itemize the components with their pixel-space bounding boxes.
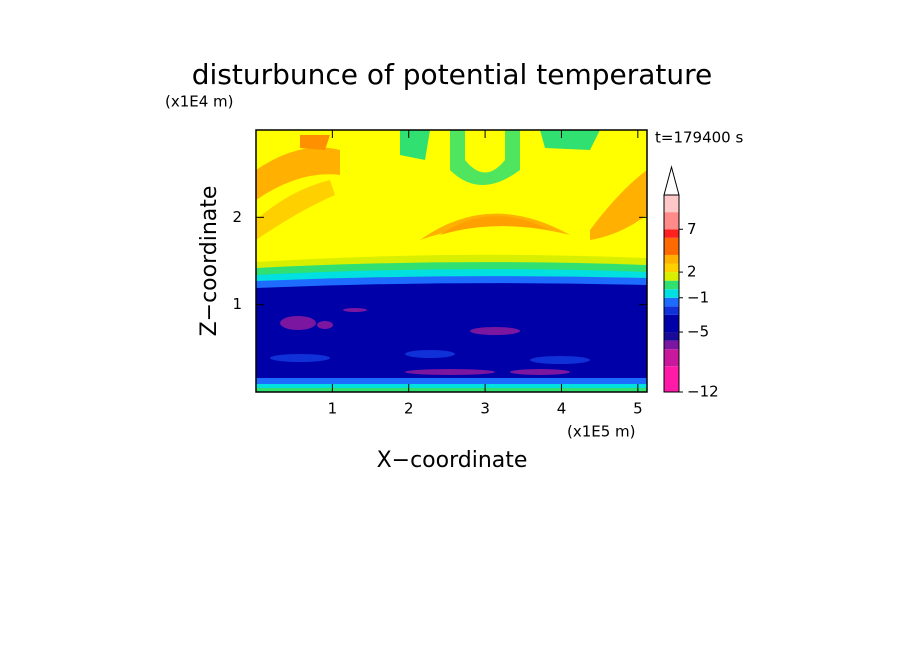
time-label: t=179400 s [655, 129, 743, 147]
y-tick-label: 1 [232, 295, 242, 313]
colorbar-segment [664, 340, 679, 350]
contour-field [256, 130, 647, 392]
y-axis-label: Z−coordinate [197, 186, 222, 337]
colorbar-segment [664, 349, 679, 367]
colorbar-frame [663, 194, 680, 393]
colorbar-extend [663, 165, 680, 196]
x-tick-label: 4 [557, 400, 567, 418]
colorbar-tick-label: −12 [687, 383, 719, 401]
x-tick-label: 3 [480, 400, 490, 418]
plot-frame [255, 129, 648, 393]
colorbar-segment [664, 314, 679, 333]
colorbar-tick-label: 2 [687, 263, 697, 281]
x-tick-label: 2 [404, 400, 414, 418]
x-axis-label: X−coordinate [377, 448, 528, 473]
colorbar-segment [664, 289, 679, 298]
colorbar-segment [664, 237, 679, 255]
colorbar-segment [664, 306, 679, 315]
x-tick-label: 5 [633, 400, 643, 418]
colorbar-segment [664, 263, 679, 273]
chart-title: disturbunce of potential temperature [192, 58, 713, 91]
colorbar-segment [664, 297, 679, 307]
colorbar-segment [664, 280, 679, 290]
colorbar-segment [664, 195, 679, 213]
x-tick-label: 1 [328, 400, 338, 418]
x-unit: (x1E5 m) [567, 423, 636, 441]
colorbar-segment [664, 254, 679, 264]
y-tick-label: 2 [232, 208, 242, 226]
colorbar-tick-label: −1 [687, 288, 709, 306]
y-unit: (x1E4 m) [165, 93, 234, 111]
colorbar-segment [664, 332, 679, 341]
colorbar-tick-label: −5 [687, 323, 709, 341]
colorbar-tick-label: 7 [687, 220, 697, 238]
colorbar-segment [664, 212, 679, 230]
colorbar-segment [664, 272, 679, 281]
colorbar-segment [664, 366, 679, 392]
colorbar-segment [664, 229, 679, 238]
